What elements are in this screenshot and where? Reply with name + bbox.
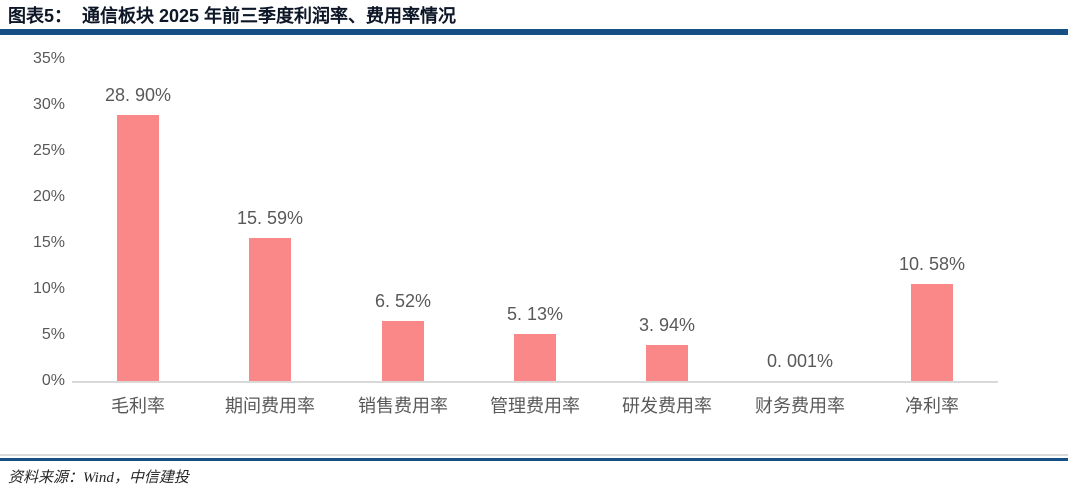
x-category-label: 研发费用率 (622, 396, 712, 416)
bar (514, 334, 556, 381)
bar (646, 345, 688, 381)
bar-value-label: 5. 13% (506, 304, 564, 324)
bar-value-label: 0. 001% (766, 351, 834, 371)
bar-value-label: 3. 94% (638, 315, 696, 335)
y-tick-label: 20% (32, 188, 65, 205)
y-tick-label: 35% (32, 50, 65, 67)
figure-caption: 图表5： 通信板块 2025 年前三季度利润率、费用率情况 (8, 2, 456, 28)
bar-value-label: 6. 52% (374, 291, 432, 311)
y-tick-label: 10% (32, 280, 65, 297)
x-category-label: 毛利率 (111, 396, 165, 416)
top-rule (0, 29, 1068, 35)
source-note: 资料来源：Wind，中信建投 (8, 470, 189, 486)
bar-value-label: 15. 59% (236, 208, 304, 228)
y-tick-label: 30% (32, 96, 65, 113)
figure-label: 图表5： (8, 6, 73, 26)
y-tick-label: 25% (32, 142, 65, 159)
bar-value-label: 28. 90% (104, 85, 172, 105)
y-tick-label: 5% (41, 326, 65, 343)
x-category-label: 管理费用率 (490, 396, 580, 416)
bottom-rule-gray (0, 454, 1068, 456)
bar (911, 284, 953, 381)
x-category-label: 销售费用率 (358, 396, 448, 416)
bar (382, 321, 424, 381)
x-category-label: 净利率 (905, 396, 959, 416)
x-axis-line (72, 381, 998, 383)
y-tick-label: 15% (32, 234, 65, 251)
bottom-rule (0, 458, 1068, 461)
x-category-label: 财务费用率 (755, 396, 845, 416)
figure-title: 通信板块 2025 年前三季度利润率、费用率情况 (82, 6, 457, 26)
y-tick-label: 0% (41, 372, 65, 389)
bar-value-label: 10. 58% (898, 254, 966, 274)
bar (117, 115, 159, 381)
bar (249, 238, 291, 381)
x-category-label: 期间费用率 (225, 396, 315, 416)
